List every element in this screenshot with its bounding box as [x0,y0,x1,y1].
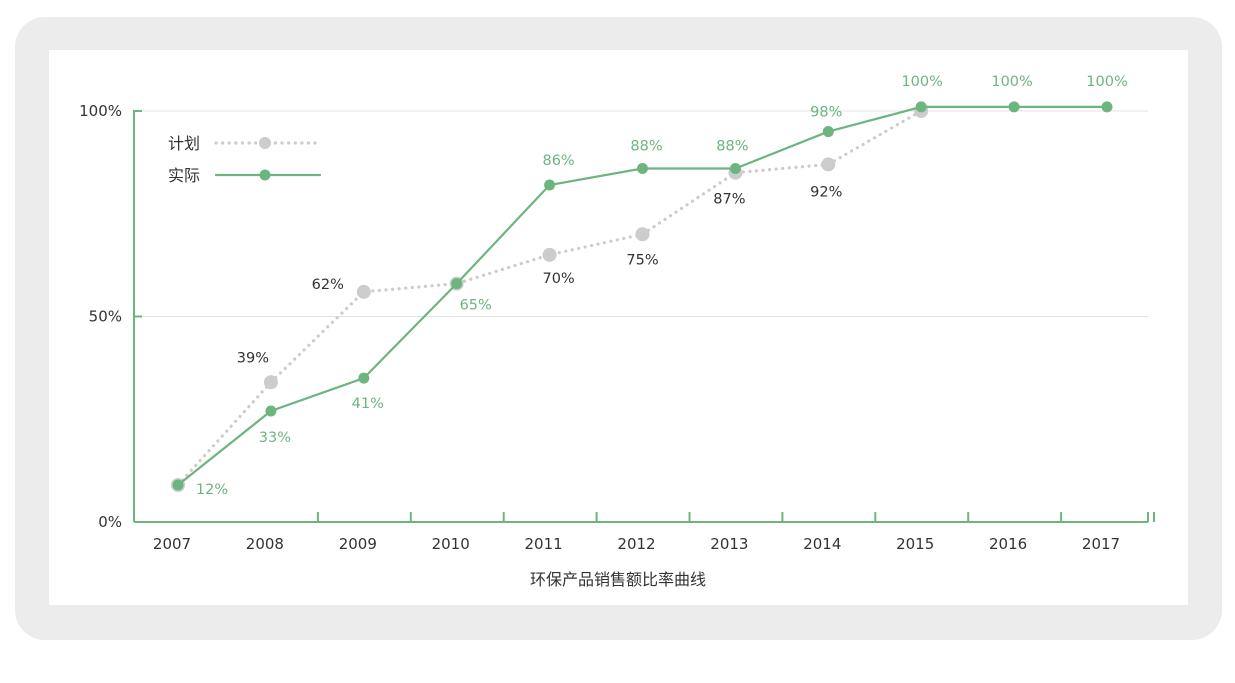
actual-point [637,163,648,175]
x-axis-label: 环保产品销售额比率曲线 [530,570,706,589]
actual-point [265,405,277,417]
x-tick-label: 2017 [1082,535,1120,553]
actual-data-label: 33% [259,430,291,446]
x-tick-label: 2009 [339,535,377,553]
actual-data-label: 41% [352,396,384,412]
actual-point [358,372,370,384]
x-tick-label: 2013 [710,535,748,553]
actual-point [172,479,184,491]
plan-point [356,284,371,299]
plan-data-label: 92% [810,184,842,200]
actual-point [451,278,463,290]
actual-point [1008,101,1020,113]
actual-data-label: 100% [1086,74,1127,90]
actual-data-label: 86% [542,153,574,169]
x-tick-label: 2010 [432,535,470,553]
actual-data-label: 98% [810,105,842,121]
plan-data-label: 39% [237,350,269,366]
plan-data-label: 70% [542,271,574,287]
x-tick-label: 2008 [246,535,284,553]
actual-point [915,101,927,113]
series-line-plan [176,109,923,487]
plan-data-label: 62% [312,277,344,293]
series-layer [171,101,1113,493]
actual-data-label: 100% [991,74,1032,90]
actual-data-label: 88% [630,139,662,155]
actual-data-label: 65% [460,298,492,314]
plan-point [542,247,557,262]
y-tick-label: 100% [79,102,122,120]
x-tick-label: 2014 [803,535,841,553]
grid-lines [134,110,1148,317]
plan-point [263,375,278,390]
legend-label: 计划 [168,134,200,153]
legend-marker [259,137,271,149]
x-tick-label: 2007 [153,535,191,553]
actual-point [822,126,834,138]
x-tick-label: 2011 [525,535,563,553]
actual-point [544,179,556,191]
x-tick-label: 2015 [896,535,934,553]
axes [133,110,1155,523]
plan-data-label: 87% [713,192,745,208]
x-tick-label: 2016 [989,535,1027,553]
y-tick-label: 0% [98,513,122,531]
chart-panel [49,50,1188,605]
actual-point [729,163,741,175]
actual-data-label: 12% [196,482,228,498]
tick-labels: 0% 50% 100% 2007 2008 2009 2010 2011 2012 2013 201… [79,102,1120,553]
y-tick-label: 50% [89,308,122,326]
legend-label: 实际 [168,166,200,185]
plan-point [635,227,650,242]
actual-data-label: 88% [716,139,748,155]
x-tick-label: 2012 [617,535,655,553]
plan-point [821,157,836,172]
legend-marker [259,169,271,181]
data-labels: 39% 62% 70% 75% 87% 92% 12% 33% 41% 65% 86% 88% 88% 9… [196,74,1128,498]
plan-data-label: 75% [626,252,658,268]
actual-data-label: 100% [901,74,942,90]
actual-point [1101,101,1113,113]
